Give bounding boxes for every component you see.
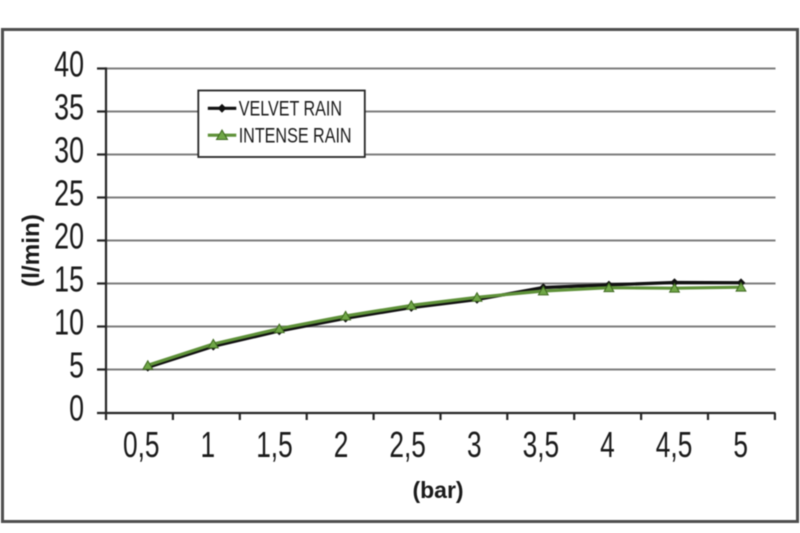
svg-text:1,5: 1,5 [256, 424, 293, 465]
svg-text:25: 25 [54, 173, 84, 214]
svg-text:2,5: 2,5 [389, 424, 426, 465]
svg-text:1: 1 [201, 424, 216, 465]
svg-text:(l/min): (l/min) [18, 214, 45, 287]
svg-text:VELVET RAIN: VELVET RAIN [239, 97, 342, 121]
svg-text:0,5: 0,5 [123, 424, 160, 465]
svg-text:3: 3 [467, 424, 482, 465]
svg-text:(bar): (bar) [412, 477, 463, 503]
svg-text:15: 15 [54, 259, 84, 300]
svg-text:4,5: 4,5 [656, 424, 693, 465]
svg-text:INTENSE RAIN: INTENSE RAIN [239, 124, 352, 148]
svg-text:2: 2 [334, 424, 349, 465]
svg-text:10: 10 [54, 302, 84, 343]
svg-text:0: 0 [69, 388, 84, 429]
svg-text:3,5: 3,5 [523, 424, 560, 465]
svg-text:30: 30 [54, 130, 84, 171]
svg-text:5: 5 [733, 424, 748, 465]
svg-text:4: 4 [600, 424, 615, 465]
svg-text:40: 40 [54, 44, 84, 85]
svg-text:35: 35 [54, 87, 84, 128]
svg-text:20: 20 [54, 216, 84, 257]
svg-text:5: 5 [69, 345, 84, 386]
